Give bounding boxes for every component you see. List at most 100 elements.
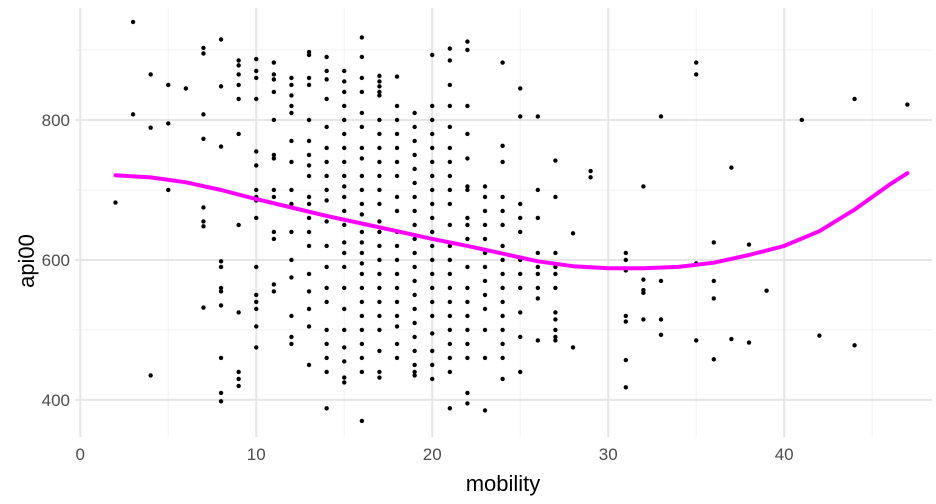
data-point: [342, 159, 347, 165]
data-point: [465, 299, 470, 305]
data-point: [430, 159, 435, 165]
data-point: [430, 362, 435, 368]
data-point: [377, 93, 382, 98]
data-point: [359, 145, 365, 151]
data-point: [148, 72, 153, 77]
data-point: [412, 152, 417, 158]
data-point: [553, 285, 558, 291]
data-point: [218, 289, 224, 294]
data-point: [254, 215, 259, 221]
data-point: [359, 187, 365, 193]
data-point: [236, 369, 241, 375]
data-point: [465, 131, 470, 137]
data-point: [535, 264, 541, 270]
data-point: [359, 124, 365, 130]
data-point: [465, 222, 470, 228]
data-point: [729, 336, 734, 342]
data-point: [342, 250, 347, 256]
data-point: [482, 327, 488, 333]
data-point: [324, 264, 329, 270]
data-point: [500, 299, 505, 305]
data-point: [342, 380, 347, 385]
grid-major-lines: [75, 8, 932, 437]
data-point: [359, 240, 365, 245]
data-point: [377, 201, 382, 207]
data-point: [377, 369, 382, 375]
data-point: [394, 74, 400, 79]
data-point: [394, 117, 400, 123]
data-point: [518, 285, 523, 291]
data-point: [342, 79, 347, 84]
data-point: [113, 200, 118, 205]
data-point: [430, 285, 435, 291]
y-tick-label: 600: [42, 251, 70, 270]
data-point: [359, 355, 365, 361]
data-point: [201, 112, 206, 117]
data-point: [412, 194, 417, 200]
data-point: [482, 264, 488, 270]
data-point: [394, 103, 400, 109]
data-point: [236, 376, 241, 382]
data-point: [377, 73, 382, 79]
data-point: [306, 362, 312, 368]
data-point: [359, 313, 365, 319]
data-point: [236, 131, 241, 137]
data-point: [412, 166, 417, 172]
data-point: [447, 285, 453, 291]
data-point: [289, 341, 294, 347]
data-point: [166, 82, 171, 88]
data-point: [500, 222, 505, 228]
data-point: [324, 145, 329, 151]
data-point: [447, 58, 453, 63]
data-point: [394, 299, 400, 305]
data-point: [289, 229, 294, 235]
data-point: [465, 401, 470, 406]
data-point: [447, 187, 453, 193]
data-point: [324, 96, 329, 102]
data-point: [359, 299, 365, 305]
data-point: [201, 51, 206, 56]
data-point: [447, 243, 453, 249]
data-point: [359, 261, 365, 266]
data-point: [500, 376, 505, 382]
data-point: [359, 173, 365, 179]
data-point: [465, 264, 470, 270]
data-point: [218, 37, 224, 42]
data-point: [359, 35, 365, 40]
y-axis-title: api00: [14, 234, 39, 288]
data-point: [236, 222, 241, 228]
data-point: [324, 341, 329, 347]
data-point: [394, 145, 400, 151]
data-point: [377, 219, 382, 224]
data-point: [394, 313, 400, 319]
data-point: [693, 60, 699, 65]
data-point: [693, 338, 699, 343]
data-point: [377, 145, 382, 151]
data-point: [324, 327, 329, 333]
data-point: [430, 52, 435, 58]
data-point: [412, 250, 417, 256]
data-point: [201, 205, 206, 210]
data-points: [113, 19, 910, 424]
data-point: [218, 303, 224, 308]
data-point: [447, 271, 453, 277]
data-point: [271, 289, 277, 294]
data-point: [711, 240, 716, 245]
data-point: [430, 243, 435, 249]
data-point: [218, 285, 224, 291]
data-point: [430, 299, 435, 305]
data-point: [412, 208, 417, 214]
data-point: [359, 285, 365, 291]
data-point: [342, 173, 347, 179]
data-point: [482, 194, 488, 200]
data-point: [623, 313, 629, 319]
data-point: [447, 327, 453, 333]
data-point: [359, 229, 365, 235]
data-point: [289, 75, 294, 81]
data-point: [236, 72, 241, 77]
data-point: [342, 375, 347, 380]
data-point: [799, 117, 804, 123]
data-point: [447, 124, 453, 130]
data-point: [359, 327, 365, 333]
data-point: [500, 271, 505, 277]
